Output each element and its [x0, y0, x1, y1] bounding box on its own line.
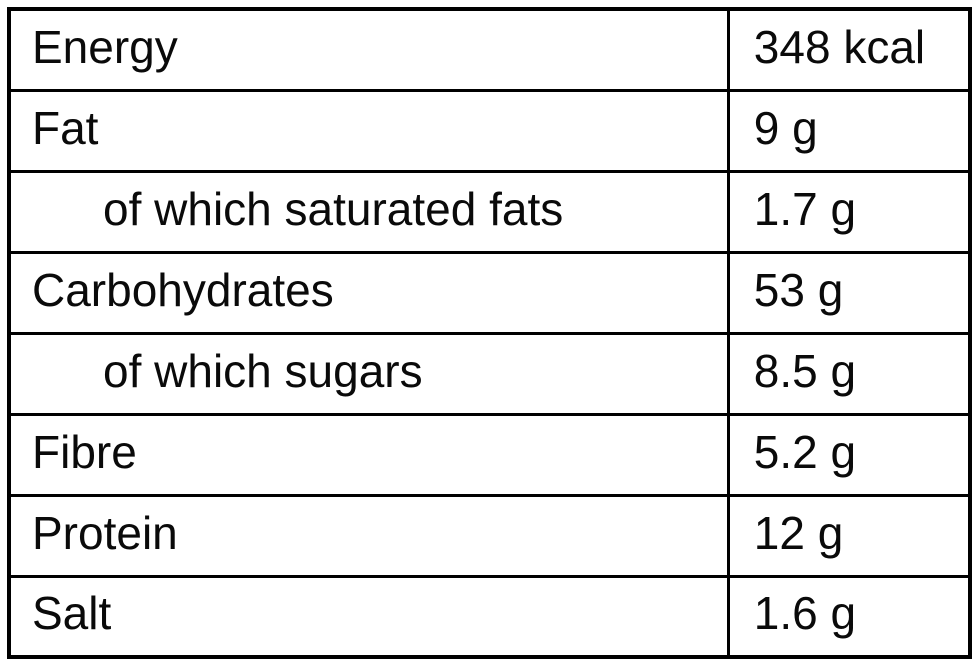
nutrient-label: of which sugars [6, 331, 730, 416]
table-row: Protein 12 g [6, 493, 972, 578]
nutrient-label: Salt [6, 574, 730, 659]
table-row: Salt 1.6 g [6, 574, 972, 659]
nutrient-label: Fibre [6, 412, 730, 497]
nutrient-label: Energy [6, 7, 730, 92]
table-row: Fat 9 g [6, 88, 972, 173]
table-row: of which sugars 8.5 g [6, 331, 972, 416]
nutrient-label: Protein [6, 493, 730, 578]
nutrient-value: 53 g [726, 250, 972, 335]
nutrient-value: 8.5 g [726, 331, 972, 416]
nutrient-label: Carbohydrates [6, 250, 730, 335]
nutrient-value: 1.6 g [726, 574, 972, 659]
table-row: Carbohydrates 53 g [6, 250, 972, 335]
table-row: of which saturated fats 1.7 g [6, 169, 972, 254]
nutrient-value: 348 kcal [726, 7, 972, 92]
table-row: Energy 348 kcal [6, 7, 972, 92]
nutrient-value: 5.2 g [726, 412, 972, 497]
nutrient-value: 1.7 g [726, 169, 972, 254]
nutrition-table: Energy 348 kcal Fat 9 g of which saturated f… [6, 7, 972, 659]
nutrient-label: of which saturated fats [6, 169, 730, 254]
table-row: Fibre 5.2 g [6, 412, 972, 497]
nutrition-table-body: Energy 348 kcal Fat 9 g of which saturated f… [6, 7, 972, 659]
nutrient-label: Fat [6, 88, 730, 173]
nutrient-value: 9 g [726, 88, 972, 173]
nutrient-value: 12 g [726, 493, 972, 578]
